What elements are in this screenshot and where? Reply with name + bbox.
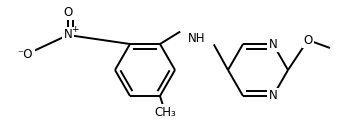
Text: ⁻O: ⁻O: [17, 49, 33, 62]
Text: O: O: [303, 34, 313, 46]
Text: N: N: [269, 38, 277, 51]
Text: +: +: [71, 25, 79, 34]
Text: O: O: [63, 5, 73, 18]
Text: N: N: [64, 29, 72, 42]
Text: CH₃: CH₃: [154, 105, 176, 118]
Text: NH: NH: [188, 31, 206, 44]
Text: N: N: [269, 90, 277, 103]
